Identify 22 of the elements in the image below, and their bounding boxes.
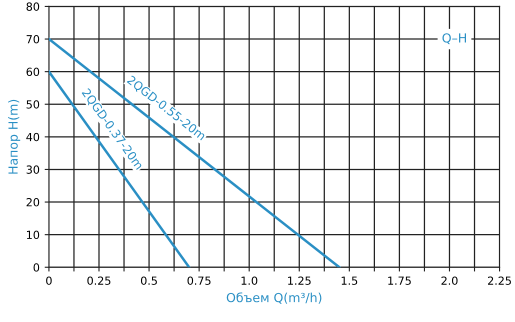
annotation: Q–H [442,33,466,44]
y-tick-label: 30 [26,165,40,174]
x-tick-label: 2.0 [441,276,458,285]
y-tick-label: 80 [26,2,40,11]
x-tick-label: 1.0 [242,276,258,285]
x-tick-label: 0.5 [140,276,157,285]
y-tick-label: 0 [34,263,40,272]
y-tick-label: 70 [26,35,40,44]
y-tick-label: 40 [26,132,40,142]
x-axis-title: Объем Q(m³/h) [226,292,322,304]
x-tick-label: 0.75 [187,276,211,285]
y-tick-label: 20 [26,198,40,206]
x-tick-label: 0 [46,276,52,285]
x-tick-label: 1.75 [388,276,411,285]
x-tick-label: 1.5 [342,276,358,285]
y-tick-label: 50 [26,100,40,109]
y-axis-title: Напор H(m) [8,100,20,174]
y-tick-label: 10 [26,230,40,240]
x-tick-label: 2.25 [488,276,511,285]
x-tick-label: 0.25 [87,276,110,285]
x-tick-label: 1.25 [288,276,311,285]
y-tick-label: 60 [26,68,40,76]
